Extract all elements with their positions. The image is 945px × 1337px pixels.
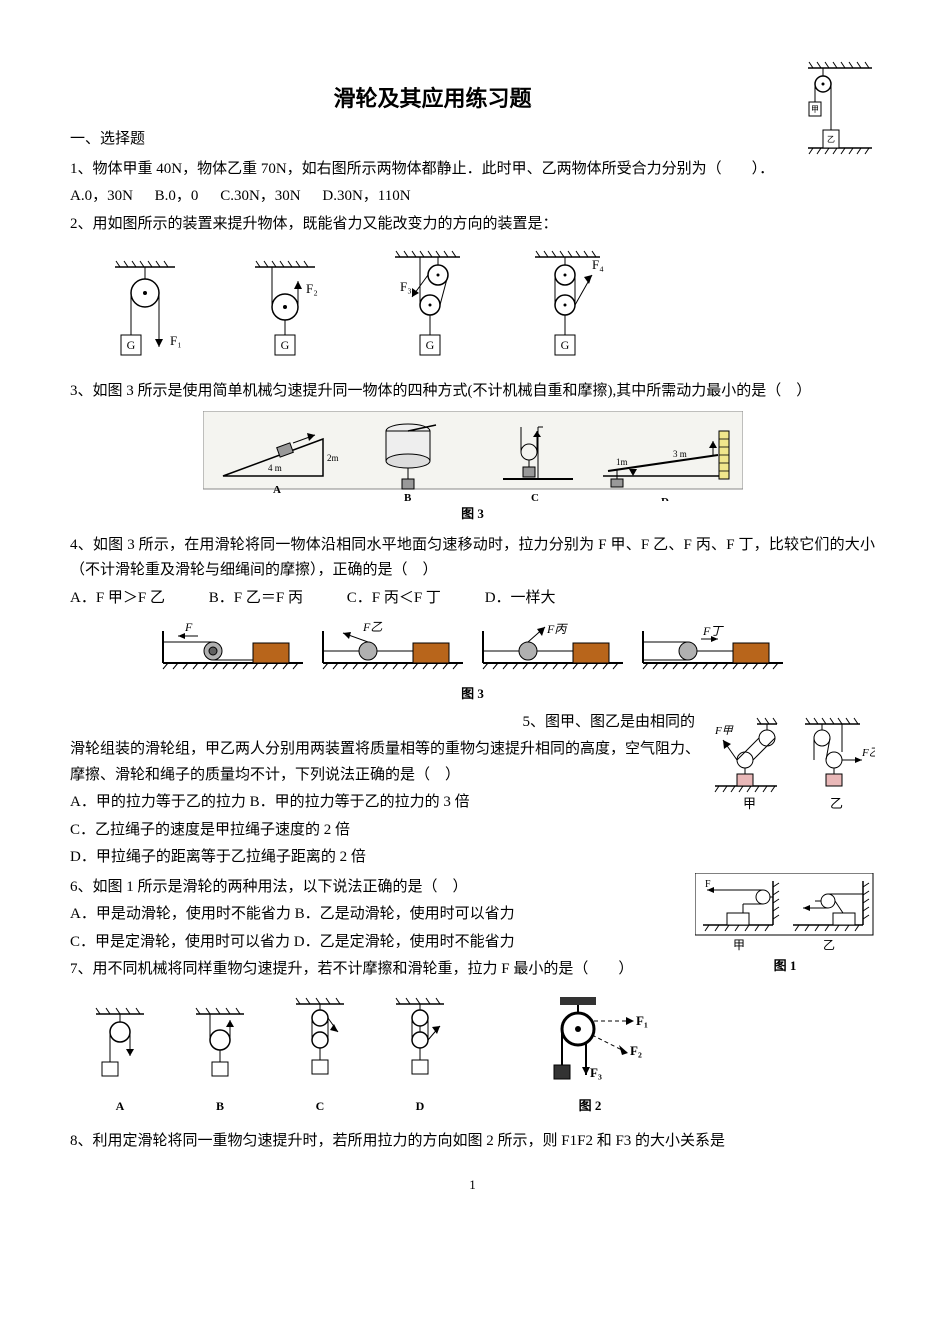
svg-text:2m: 2m: [327, 453, 339, 463]
q4-caption: 图 3: [153, 683, 793, 705]
svg-text:乙: 乙: [827, 135, 835, 144]
svg-text:G: G: [561, 338, 570, 352]
svg-text:G: G: [281, 338, 290, 352]
q4-options: A．F 甲＞F 乙 B．F 乙＝F 丙 C．F 丙＜F 丁 D．一样大: [70, 586, 875, 612]
q4-figure: F F乙 F丙: [153, 621, 793, 705]
q5-opt-d: D．甲拉绳子的距离等于乙拉绳子距离的 2 倍: [70, 845, 875, 871]
q1-opt-d: D.30N，110N: [322, 188, 410, 204]
svg-text:甲: 甲: [733, 938, 745, 952]
svg-text:C: C: [531, 492, 539, 501]
q1-figure: 甲 乙: [805, 60, 875, 155]
q4-opt-d: D．一样大: [485, 590, 556, 606]
q4-text: 4、如图 3 所示，在用滑轮将同一物体沿相同水平地面匀速移动时，拉力分别为 F …: [70, 533, 875, 584]
svg-text:F丁: F丁: [702, 624, 724, 638]
q6-opt-c: C．甲是定滑轮，使用时可以省力: [70, 934, 290, 950]
q1-opt-a: A.0，30N: [70, 188, 133, 204]
svg-text:F: F: [184, 621, 193, 634]
svg-text:4 m: 4 m: [268, 463, 282, 473]
svg-text:F丙: F丙: [546, 622, 568, 636]
q1-text: 1、物体甲重 40N，物体乙重 70N，如右图所示两物体都静止．此时甲、乙两物体…: [70, 157, 875, 183]
svg-text:3 m: 3 m: [673, 449, 687, 459]
q1-opt-b: B.0，0: [155, 188, 199, 204]
svg-text:F乙: F乙: [362, 621, 382, 634]
page-title: 滑轮及其应用练习题: [70, 80, 875, 117]
svg-text:1m: 1m: [616, 457, 628, 467]
q1-options: A.0，30N B.0，0 C.30N，30N D.30N，110N: [70, 184, 875, 210]
svg-text:F₂: F₂: [306, 281, 318, 296]
q7-lab-b: B: [190, 1096, 250, 1116]
svg-text:F: F: [705, 879, 711, 890]
q3-caption: 图 3: [203, 503, 743, 525]
svg-text:F₃: F₃: [400, 279, 412, 294]
q5-opt-b: B．甲的拉力等于乙的拉力的 3 倍: [250, 794, 470, 810]
q5-figure: F甲 甲 F乙 乙: [710, 716, 875, 826]
svg-text:F₂: F₂: [630, 1043, 642, 1058]
q3-text: 3、如图 3 所示是使用简单机械匀速提升同一物体的四种方式(不计机械自重和摩擦)…: [70, 379, 875, 405]
q4-opt-c: C．F 丙＜F 丁: [347, 590, 441, 606]
q5-opt-a: A．甲的拉力等于乙的拉力: [70, 794, 246, 810]
q7-figures: A B C: [70, 993, 875, 1117]
svg-text:D: D: [661, 496, 669, 501]
q6-opt-d: D．乙是定滑轮，使用时不能省力: [294, 934, 515, 950]
svg-text:F甲: F甲: [714, 725, 734, 737]
page-number: 1: [70, 1174, 875, 1196]
fig2-caption: 图 2: [530, 1095, 650, 1117]
q2-figures: G F₁ F₂ G: [70, 247, 875, 367]
q2-text: 2、用如图所示的装置来提升物体，既能省力又能改变力的方向的装置是：: [70, 212, 875, 238]
svg-text:甲: 甲: [743, 796, 756, 811]
svg-text:A: A: [273, 484, 281, 496]
q6-caption: 图 1: [695, 955, 875, 977]
q6-opt-a: A．甲是动滑轮，使用时不能省力: [70, 906, 291, 922]
svg-text:F₁: F₁: [170, 333, 182, 348]
q6-figure: F 甲 乙 图 1: [695, 873, 875, 977]
q7-lab-c: C: [290, 1096, 350, 1116]
svg-text:F乙: F乙: [861, 747, 875, 759]
svg-text:乙: 乙: [830, 796, 843, 811]
svg-text:F₄: F₄: [592, 257, 604, 272]
svg-text:B: B: [404, 492, 412, 501]
q7-lab-a: A: [90, 1096, 150, 1116]
svg-text:G: G: [127, 338, 136, 352]
q8-text: 8、利用定滑轮将同一重物匀速提升时，若所用拉力的方向如图 2 所示，则 F1F2…: [70, 1129, 875, 1155]
svg-text:F₃: F₃: [590, 1065, 602, 1080]
svg-text:甲: 甲: [811, 105, 819, 114]
q6-opt-b: B．乙是动滑轮，使用时可以省力: [295, 906, 515, 922]
q7-lab-d: D: [390, 1096, 450, 1116]
q1-opt-c: C.30N，30N: [220, 188, 300, 204]
svg-text:G: G: [426, 338, 435, 352]
q3-figure: 4 m 2m A B C: [203, 411, 743, 525]
svg-text:F₁: F₁: [636, 1013, 648, 1028]
q4-opt-b: B．F 乙＝F 丙: [209, 590, 303, 606]
section-heading: 一、选择题: [70, 127, 875, 153]
q4-opt-a: A．F 甲＞F 乙: [70, 590, 165, 606]
svg-text:乙: 乙: [823, 938, 835, 952]
